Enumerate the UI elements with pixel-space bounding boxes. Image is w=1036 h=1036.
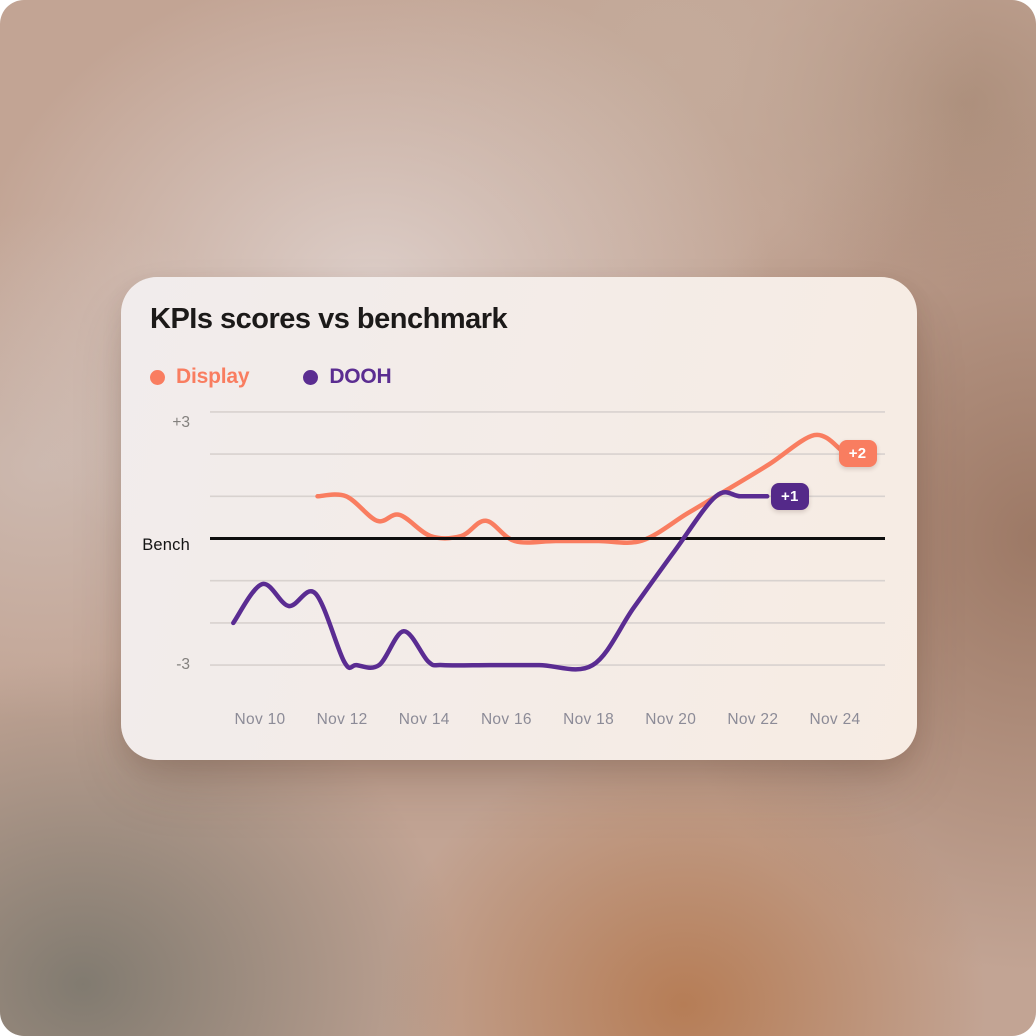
y-axis-label-bench: Bench <box>142 536 190 554</box>
y-axis-label-plus3: +3 <box>172 414 190 431</box>
x-tick-label: Nov 12 <box>316 711 368 728</box>
legend-item-display[interactable]: Display <box>150 365 250 389</box>
y-axis-label-minus3: -3 <box>176 656 190 673</box>
legend-label-dooh: DOOH <box>329 365 392 388</box>
x-tick-label: Nov 18 <box>563 711 614 728</box>
x-tick-label: Nov 14 <box>398 711 450 728</box>
series-end-badge-plus1: +1 <box>770 482 809 510</box>
x-tick-label: Nov 16 <box>480 711 532 728</box>
series-end-badge-plus2: +2 <box>838 439 877 467</box>
x-tick-label: Nov 20 <box>645 711 697 728</box>
dooh-series-dot-icon <box>303 369 319 385</box>
x-tick-label: Nov 22 <box>727 711 779 728</box>
x-tick-label: Nov 10 <box>234 711 286 728</box>
x-tick-label: Nov 24 <box>809 711 861 728</box>
chart-title: KPIs scores vs benchmark <box>150 303 508 335</box>
chart-legend: Display DOOH <box>150 365 392 389</box>
legend-item-dooh[interactable]: DOOH <box>303 365 392 389</box>
legend-label-display: Display <box>176 365 250 388</box>
display-series-dot-icon <box>150 369 165 385</box>
kpi-chart-card: KPIs scores vs benchmark Display DOOH <box>121 277 917 760</box>
